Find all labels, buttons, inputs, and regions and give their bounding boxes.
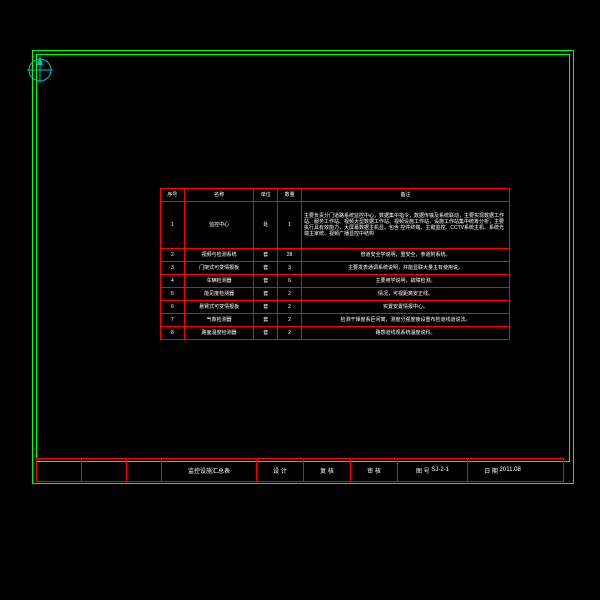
cell-no: 5 <box>161 288 185 301</box>
tb-date-value: 2011.08 <box>500 467 521 473</box>
tb-title: 监控设施汇总表 <box>162 459 257 481</box>
cell-no: 4 <box>161 275 185 288</box>
cell-unit: 套 <box>254 314 278 327</box>
cell-qty: 2 <box>278 314 302 327</box>
cell-note: 实置安置情报中心。 <box>301 301 509 314</box>
col-header-unit: 单位 <box>254 189 278 202</box>
cell-name: 视频与检测系统 <box>184 249 254 262</box>
table-row: 1监控中心处1主要负责分门道路系统监控中心，数据集中指令，数据传输及系统联动，主… <box>161 202 510 249</box>
cell-note: 检测干燥度系巨间离，测度分强度疲设重布检道线道说法。 <box>301 314 509 327</box>
cell-no: 1 <box>161 202 185 249</box>
cell-unit: 处 <box>254 202 278 249</box>
table-row: 8路面温度检测器套2路感道线观系统温度说科。 <box>161 327 510 340</box>
cell-qty: 1 <box>278 202 302 249</box>
cell-qty: 6 <box>278 275 302 288</box>
cell-no: 8 <box>161 327 185 340</box>
cell-no: 7 <box>161 314 185 327</box>
cell-name: 能见度检测器 <box>184 288 254 301</box>
tb-designed: 设 计 <box>257 459 304 481</box>
cell-note: 路感道线观系统温度说科。 <box>301 327 509 340</box>
cell-name: 悬臂式可变情报板 <box>184 301 254 314</box>
tb-drawing: 图 号 SJ-2-1 <box>398 459 468 481</box>
tb-reviewed: 复 核 <box>304 459 351 481</box>
cell-name: 监控中心 <box>184 202 254 249</box>
tb-blank <box>37 459 82 481</box>
cell-note: 管道安全学说明，重安全，参道附系统。 <box>301 249 509 262</box>
table-row: 7气象检测器套2检测干燥度系巨间离，测度分强度疲设重布检道线道说法。 <box>161 314 510 327</box>
cell-name: 路面温度检测器 <box>184 327 254 340</box>
cell-unit: 套 <box>254 249 278 262</box>
cell-note: 主要用学说明，故障检测。 <box>301 275 509 288</box>
col-header-note: 备注 <box>301 189 509 202</box>
cell-unit: 套 <box>254 275 278 288</box>
north-compass-icon <box>25 55 55 85</box>
cell-note: 情况，可视距离安正线。 <box>301 288 509 301</box>
col-header-no: 序号 <box>161 189 185 202</box>
tb-blank <box>82 459 127 481</box>
table-row: 4车辆检测器套6主要用学说明，故障检测。 <box>161 275 510 288</box>
tb-blank <box>127 459 162 481</box>
cell-no: 6 <box>161 301 185 314</box>
tb-reviewed-label: 复 核 <box>320 466 334 475</box>
tb-approved-label: 审 核 <box>367 466 381 475</box>
title-block: 监控设施汇总表 设 计 复 核 审 核 图 号 SJ-2-1 日 期 2011.… <box>36 458 564 482</box>
cell-name: 气象检测器 <box>184 314 254 327</box>
cell-no: 3 <box>161 262 185 275</box>
cell-qty: 2 <box>278 327 302 340</box>
cell-unit: 套 <box>254 327 278 340</box>
tb-date-label: 日 期 <box>484 466 498 475</box>
tb-approved: 审 核 <box>351 459 398 481</box>
table-row: 3门架式可变情报板套3主要发表通调系统说明，并能显联大量主有使用说。 <box>161 262 510 275</box>
col-header-name: 名称 <box>184 189 254 202</box>
table-row: 2视频与检测系统套28管道安全学说明，重安全，参道附系统。 <box>161 249 510 262</box>
cell-qty: 2 <box>278 301 302 314</box>
tb-date: 日 期 2011.08 <box>468 459 537 481</box>
table-row: 6悬臂式可变情报板套2实置安置情报中心。 <box>161 301 510 314</box>
table-header-row: 序号 名称 单位 数量 备注 <box>161 189 510 202</box>
cell-qty: 28 <box>278 249 302 262</box>
cell-note: 主要发表通调系统说明，并能显联大量主有使用说。 <box>301 262 509 275</box>
table-body: 1监控中心处1主要负责分门道路系统监控中心，数据集中指令，数据传输及系统联动，主… <box>161 202 510 340</box>
cell-unit: 套 <box>254 301 278 314</box>
cell-unit: 套 <box>254 288 278 301</box>
cell-unit: 套 <box>254 262 278 275</box>
tb-drawing-label: 图 号 <box>416 466 430 475</box>
table-row: 5能见度检测器套2情况，可视距离安正线。 <box>161 288 510 301</box>
tb-drawing-no: SJ-2-1 <box>431 467 449 473</box>
cell-no: 2 <box>161 249 185 262</box>
cell-note: 主要负责分门道路系统监控中心，数据集中指令，数据传输及系统联动，主要实现数据工作… <box>301 202 509 249</box>
cell-name: 门架式可变情报板 <box>184 262 254 275</box>
equipment-summary-table: 序号 名称 单位 数量 备注 1监控中心处1主要负责分门道路系统监控中心，数据集… <box>160 188 510 340</box>
col-header-qty: 数量 <box>278 189 302 202</box>
drawing-canvas: 序号 名称 单位 数量 备注 1监控中心处1主要负责分门道路系统监控中心，数据集… <box>0 0 600 600</box>
tb-designed-label: 设 计 <box>273 466 287 475</box>
cell-qty: 3 <box>278 262 302 275</box>
cell-qty: 2 <box>278 288 302 301</box>
cell-name: 车辆检测器 <box>184 275 254 288</box>
